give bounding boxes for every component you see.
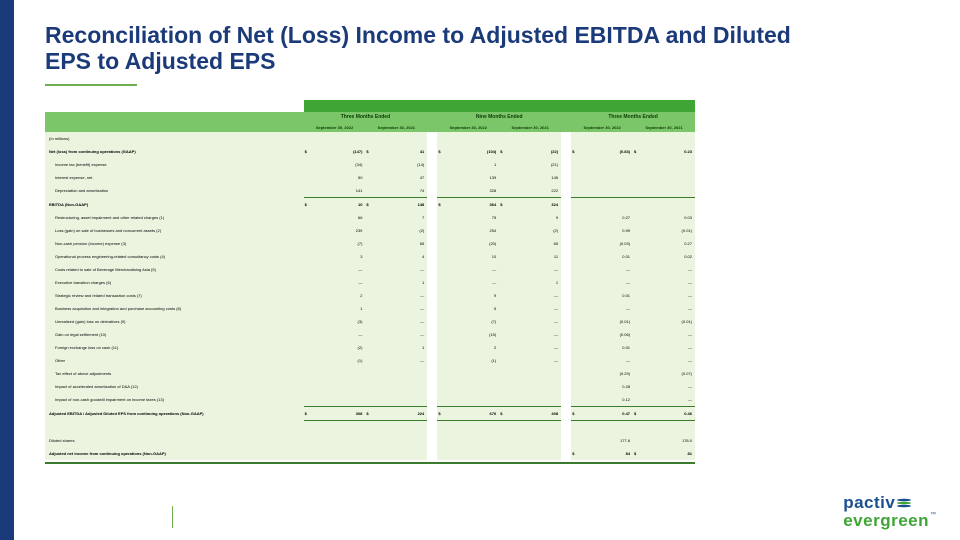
table-row: Tax effect of above adjustments(0.29)(0.… <box>45 367 695 380</box>
table-row: Depreciation and amortization14174328222 <box>45 184 695 198</box>
table-row: Interest expense, net5047139145 <box>45 171 695 184</box>
table-row: (In millions) <box>45 132 695 145</box>
table-row: Income tax (benefit) expense(34)(14)1(21… <box>45 158 695 171</box>
logo-line1: pactiv <box>843 493 895 512</box>
table-row: Impact of accelerated amortization of D&… <box>45 380 695 393</box>
table-row: Other(1)—(1)——— <box>45 354 695 367</box>
table-row <box>45 421 695 435</box>
footer-tick <box>172 506 173 528</box>
table-row: Non-cash pension (income) expense (3)(7)… <box>45 237 695 250</box>
left-accent-bar <box>0 0 14 540</box>
logo-tm: ™ <box>930 512 936 518</box>
table-row: Operational process engineering-related … <box>45 250 695 263</box>
title-underline <box>45 84 137 86</box>
table-row: Unrealized (gain) loss on derivatives (9… <box>45 315 695 328</box>
table-row: Net (loss) from continuing operations (G… <box>45 145 695 158</box>
reconciliation-table: Three Months EndedNine Months EndedThree… <box>45 100 695 464</box>
table-row: Executive transition charges (6)—1—1—— <box>45 276 695 289</box>
table-bottom-rule <box>45 462 695 464</box>
company-logo: pactiv evergreen™ <box>843 495 936 528</box>
page-title: Reconciliation of Net (Loss) Income to A… <box>45 22 805 75</box>
table-row: Diluted shares177.6178.0 <box>45 434 695 447</box>
table-row: Business acquisition and integration and… <box>45 302 695 315</box>
table-row: Restructuring, asset impairment and othe… <box>45 211 695 224</box>
table-row: Gain on legal settlement (10)——(15)—(0.0… <box>45 328 695 341</box>
table-row: Adjusted net income from continuing oper… <box>45 447 695 460</box>
table-row: Impact of non-cash goodwill impairment o… <box>45 393 695 407</box>
logo-line2: evergreen <box>843 511 929 530</box>
table-row: Foreign exchange loss on cash (11)(2)12—… <box>45 341 695 354</box>
table-row: Adjusted EBITDA / Adjusted Diluted EPS f… <box>45 407 695 421</box>
table-row: EBITDA (Non-GAAP)$10$148$364$324 <box>45 198 695 212</box>
table-row: Loss (gain) on sale of businesses and no… <box>45 224 695 237</box>
table-row: Costs related to sale of Beverage Mercha… <box>45 263 695 276</box>
table-row: Strategic review and related transaction… <box>45 289 695 302</box>
